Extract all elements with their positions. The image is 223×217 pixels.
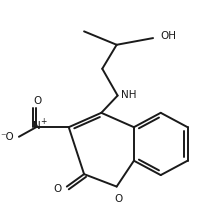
Text: N: N	[33, 121, 41, 131]
Text: O: O	[54, 184, 62, 194]
Text: +: +	[41, 117, 47, 126]
Text: O: O	[114, 194, 123, 204]
Text: NH: NH	[122, 90, 137, 100]
Text: ⁻O: ⁻O	[0, 132, 14, 142]
Text: OH: OH	[161, 31, 177, 41]
Text: O: O	[33, 96, 41, 106]
